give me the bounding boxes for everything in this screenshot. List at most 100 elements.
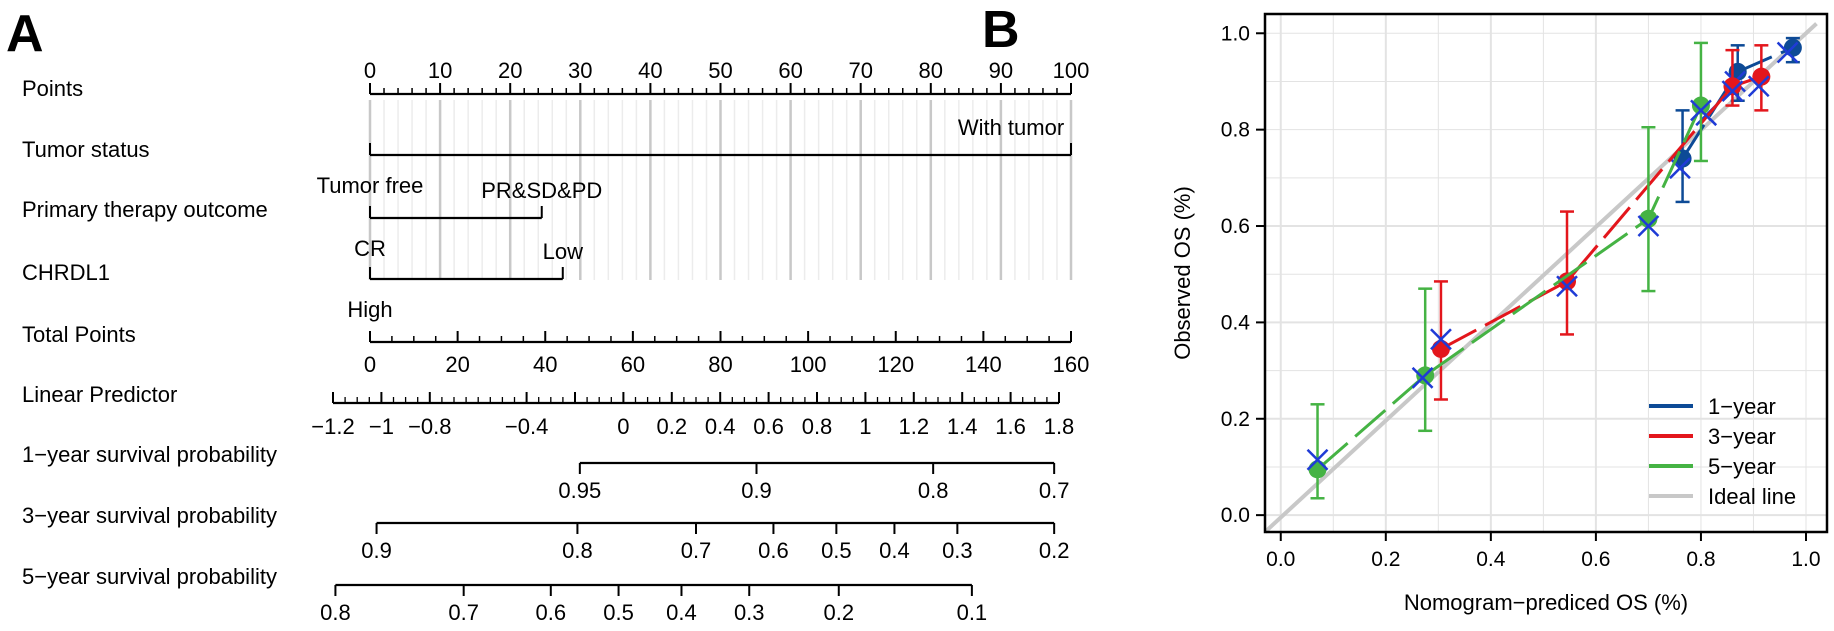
cross-stroke — [1721, 80, 1744, 102]
cross-stroke — [1669, 157, 1691, 180]
survival-tick-label: 0.95 — [558, 478, 601, 503]
linear-predictor-tick-label: −1 — [369, 414, 394, 439]
row-label: Total Points — [22, 322, 136, 347]
category-label: With tumor — [958, 115, 1064, 140]
linear-predictor-tick-label: −0.4 — [505, 414, 548, 439]
total-points-tick-label: 20 — [445, 352, 469, 377]
survival-tick-label: 0.5 — [603, 600, 634, 625]
points-tick-label: 80 — [919, 58, 943, 83]
x-tick-label: 1.0 — [1791, 548, 1820, 571]
plot-frame — [1263, 12, 1829, 534]
cross-stroke — [1747, 75, 1770, 98]
y-tick-label: 0.2 — [1221, 408, 1250, 431]
category-label: Tumor free — [317, 173, 424, 198]
linear-predictor-tick-label: 0.2 — [657, 414, 688, 439]
corrected-point-marker — [1776, 41, 1799, 64]
survival-tick-label: 0.7 — [681, 538, 712, 563]
survival-tick-label: 0.8 — [918, 478, 949, 503]
cross-stroke — [1430, 328, 1452, 351]
x-tick-label: 0.8 — [1686, 548, 1715, 571]
category-label: Low — [543, 239, 583, 264]
row-label: Tumor status — [22, 137, 150, 162]
survival-tick-label: 0.5 — [821, 538, 852, 563]
survival-tick-label: 0.9 — [361, 538, 392, 563]
y-tick-label: 0.6 — [1221, 215, 1250, 238]
total-points-tick-label: 60 — [621, 352, 645, 377]
row-label: CHRDL1 — [22, 260, 110, 285]
data-point — [1308, 460, 1327, 479]
series-line-5−year — [1316, 104, 1703, 471]
total-points-tick-label: 160 — [1053, 352, 1090, 377]
linear-predictor-tick-label: −0.8 — [408, 414, 451, 439]
row-label: 3−year survival probability — [22, 503, 277, 528]
linear-predictor-tick-label: 1.6 — [995, 414, 1026, 439]
survival-tick-label: 0.3 — [942, 538, 973, 563]
x-axis-title: Nomogram−prediced OS (%) — [1404, 590, 1688, 615]
x-tick-label: 0.6 — [1581, 548, 1610, 571]
row-label: Linear Predictor — [22, 382, 177, 407]
corrected-point-marker — [1721, 80, 1744, 102]
points-tick-label: 20 — [498, 58, 522, 83]
corrected-point-marker — [1747, 75, 1770, 98]
category-label: High — [347, 297, 392, 322]
panel-b-letter: B — [982, 1, 1020, 59]
legend-label: 5−year — [1708, 454, 1776, 479]
linear-predictor-tick-label: 1.2 — [899, 414, 930, 439]
survival-tick-label: 0.3 — [734, 600, 765, 625]
cross-stroke — [1637, 215, 1660, 237]
survival-tick-label: 0.7 — [448, 600, 479, 625]
points-tick-label: 10 — [428, 58, 452, 83]
cross-stroke — [1411, 366, 1434, 389]
total-points-tick-label: 100 — [790, 352, 827, 377]
category-label: CR — [354, 236, 386, 261]
survival-tick-label: 0.9 — [741, 478, 772, 503]
points-tick-label: 60 — [778, 58, 802, 83]
cross-stroke — [1690, 99, 1712, 122]
survival-tick-label: 0.8 — [320, 600, 351, 625]
points-tick-label: 30 — [568, 58, 592, 83]
linear-predictor-tick-label: 1.4 — [947, 414, 978, 439]
corrected-point-marker — [1669, 157, 1691, 180]
linear-predictor-tick-label: 0 — [617, 414, 629, 439]
legend-label: 1−year — [1708, 394, 1776, 419]
linear-predictor-tick-label: 0.8 — [802, 414, 833, 439]
y-tick-label: 0.4 — [1221, 311, 1251, 334]
ideal-line — [1263, 22, 1818, 534]
linear-predictor-tick-label: −1.2 — [311, 414, 354, 439]
series-line-3−year — [1440, 75, 1762, 351]
data-point — [1431, 339, 1450, 358]
linear-predictor-tick-label: 1 — [859, 414, 871, 439]
data-point — [1752, 67, 1771, 86]
survival-tick-label: 0.4 — [666, 600, 697, 625]
row-label: Points — [22, 76, 83, 101]
points-tick-label: 40 — [638, 58, 662, 83]
total-points-tick-label: 140 — [965, 352, 1002, 377]
corrected-point-marker — [1637, 215, 1660, 237]
legend-label: Ideal line — [1708, 484, 1796, 509]
legend-label: 3−year — [1708, 424, 1776, 449]
points-tick-label: 90 — [989, 58, 1013, 83]
row-label: 5−year survival probability — [22, 564, 277, 589]
row-label: 1−year survival probability — [22, 442, 277, 467]
x-tick-label: 0.4 — [1476, 548, 1506, 571]
corrected-point-marker — [1690, 99, 1712, 122]
total-points-tick-label: 0 — [364, 352, 376, 377]
y-tick-label: 1.0 — [1221, 22, 1250, 45]
points-tick-label: 100 — [1053, 58, 1090, 83]
total-points-tick-label: 40 — [533, 352, 557, 377]
survival-tick-label: 0.7 — [1039, 478, 1070, 503]
total-points-tick-label: 120 — [877, 352, 914, 377]
points-tick-label: 70 — [848, 58, 872, 83]
linear-predictor-tick-label: 0.4 — [705, 414, 736, 439]
corrected-point-marker — [1411, 366, 1434, 389]
y-tick-label: 0.8 — [1221, 119, 1250, 142]
row-label: Primary therapy outcome — [22, 197, 268, 222]
corrected-point-marker — [1306, 448, 1329, 471]
x-tick-label: 0.0 — [1266, 548, 1295, 571]
panel-a-letter: A — [6, 5, 44, 63]
survival-tick-label: 0.4 — [879, 538, 910, 563]
data-point — [1723, 77, 1742, 96]
cross-stroke — [1306, 448, 1329, 471]
survival-tick-label: 0.2 — [1039, 538, 1070, 563]
cross-stroke — [1556, 275, 1578, 298]
